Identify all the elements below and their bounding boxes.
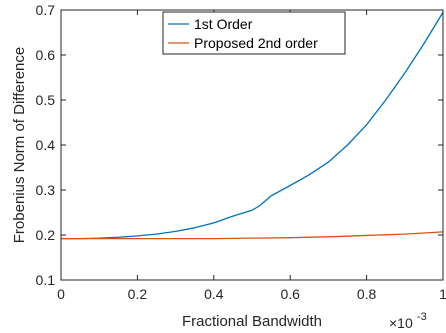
y-tick-label: 0.1 (36, 272, 56, 288)
legend: 1st Order Proposed 2nd order (162, 11, 346, 55)
plot-series-group (61, 11, 444, 240)
y-axis-label: Frobenius Norm of Difference (11, 47, 28, 243)
y-tick-label: 0.4 (36, 137, 56, 153)
x-tick-label: 0.6 (280, 286, 300, 302)
x-tick-label: 0.8 (357, 286, 377, 302)
x-tick-label: 0 (57, 286, 65, 302)
y-tick-label: 0.6 (36, 47, 56, 63)
axis-ticks-group: 0 0.2 0.4 0.6 0.8 1 0.1 0.2 0.3 0.4 0.5 0.6 0.7 (36, 2, 446, 302)
y-tick-label: 0.2 (36, 227, 56, 243)
legend-label-proposed-2nd-order: Proposed 2nd order (194, 35, 318, 51)
y-tick-label: 0.3 (36, 182, 56, 198)
x-tick-label: 0.2 (128, 286, 148, 302)
legend-box (162, 11, 346, 55)
x-axis-label: Fractional Bandwidth (182, 313, 322, 330)
legend-label-1st-order: 1st Order (194, 16, 253, 32)
y-tick-label: 0.7 (36, 2, 56, 18)
x-exponent-base: ×10 (389, 315, 413, 331)
series-line-1st-order (61, 11, 444, 240)
x-tick-label: 0.4 (204, 286, 224, 302)
x-axis-exponent: ×10 -3 (389, 311, 427, 331)
y-tick-label: 0.5 (36, 92, 56, 108)
x-tick-label: 1 (439, 286, 446, 302)
x-exponent-power: -3 (417, 311, 427, 323)
series-line-proposed-2nd-order (61, 231, 444, 240)
